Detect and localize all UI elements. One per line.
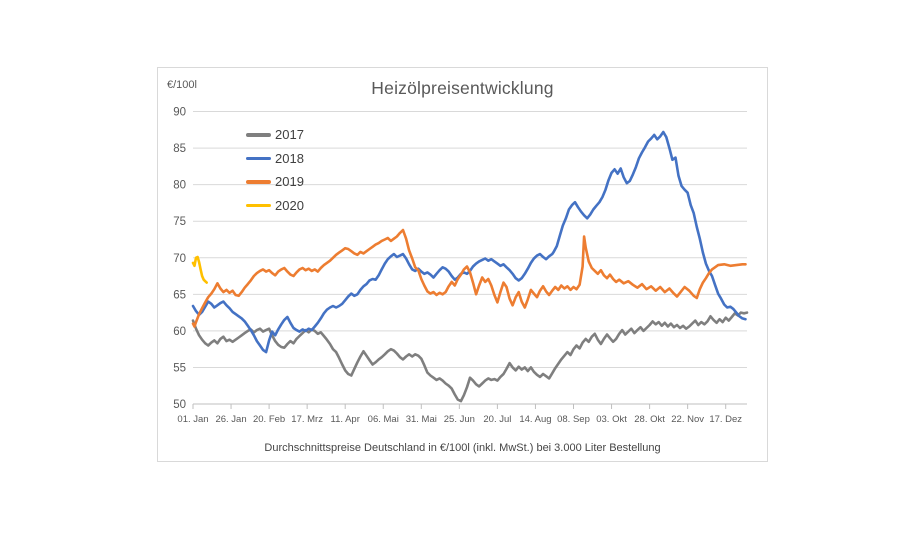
legend-label: 2020 [275,197,304,213]
y-tick-label: 75 [173,216,186,228]
y-tick-label: 80 [173,180,186,192]
y-tick-label: 70 [173,253,186,265]
series-line-2019 [191,228,747,328]
legend-label: 2017 [275,127,304,143]
legend: 2017 2018 2019 2020 [246,123,304,217]
chart-canvas: 50 55 60 65 70 75 80 85 90 01. Jan 26. Jan 20. Feb 1… [173,107,749,425]
legend-swatch-2017 [246,133,271,137]
legend-item-2019: 2019 [246,170,304,194]
x-tick-label: 26. Jan [215,414,246,425]
x-tick-label: 28. Okt [634,414,665,425]
series-line-2017 [191,311,749,403]
legend-item-2020: 2020 [246,194,304,218]
legend-swatch-2019 [246,180,271,184]
y-axis-unit-label: €/100l [167,79,197,91]
x-tick-label: 31. Mai [406,414,437,425]
y-tick-label: 50 [173,399,186,411]
chart-caption: Durchschnittspreise Deutschland in €/100… [264,442,661,454]
x-tick-label: 22. Nov [671,414,704,425]
legend-item-2017: 2017 [246,123,304,147]
series-line-2020 [191,255,209,284]
legend-swatch-2018 [246,156,271,160]
x-tick-label: 14. Aug [519,414,551,425]
x-tick-label: 03. Okt [596,414,627,425]
chart-card: €/100l Heizölpreisentwicklung 50 55 60 65 70… [157,67,768,462]
x-tick-label: 25. Jun [444,414,475,425]
x-tick-label: 17. Dez [709,414,742,425]
y-tick-label: 85 [173,143,186,155]
x-tick-label: 01. Jan [177,414,208,425]
legend-label: 2019 [275,174,304,190]
legend-label: 2018 [275,150,304,166]
y-tick-label: 60 [173,326,186,338]
y-tick-label: 65 [173,289,186,301]
x-tick-label: 06. Mai [368,414,399,425]
x-tick-label: 20. Jul [483,414,511,425]
chart-title: Heizölpreisentwicklung [371,78,554,98]
x-tick-label: 08. Sep [557,414,590,425]
x-tick-label: 17. Mrz [291,414,323,425]
y-tick-label: 55 [173,362,186,374]
y-tick-label: 90 [173,107,186,119]
x-tick-label: 11. Apr [330,414,359,425]
legend-swatch-2020 [246,203,271,207]
x-tick-label: 20. Feb [253,414,285,425]
legend-item-2018: 2018 [246,147,304,171]
